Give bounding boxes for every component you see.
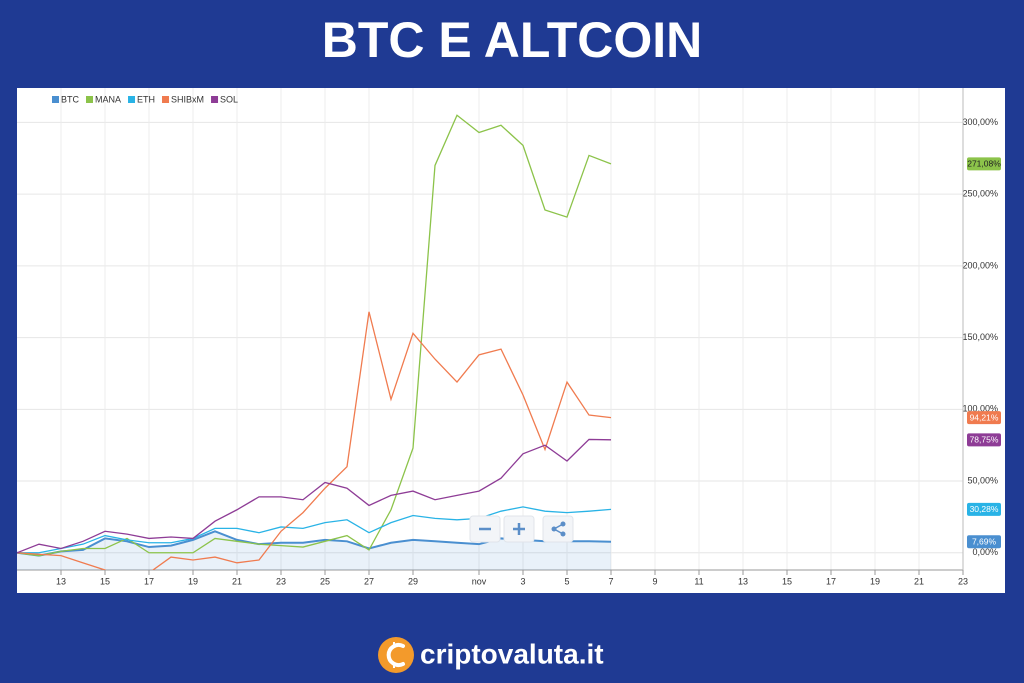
x-tick-label: 21 [914,576,924,586]
x-tick-label: 5 [564,576,569,586]
share-button[interactable] [542,515,574,543]
x-tick-label: 29 [408,576,418,586]
logo-glyph [386,643,405,667]
line [17,506,612,554]
x-tick-label: 15 [782,576,792,586]
x-tick-label: nov [472,576,487,586]
x-tick-label: 17 [144,576,154,586]
line [17,311,612,570]
value-label: 94,21% [970,412,999,422]
line [17,438,612,554]
legend-label: SOL [220,94,238,104]
value-label: 271,08% [967,159,1001,169]
legend-swatch [52,96,59,103]
legend: BTC MANA ETH SHIBxM SOL [52,94,238,104]
zoom-in-button[interactable] [503,515,535,543]
x-tick-label: 27 [364,576,374,586]
legend-label: BTC [61,94,80,104]
y-tick-label: 200,00% [962,260,998,270]
grid [17,88,964,570]
banner-title: BTC E ALTCOIN [322,12,703,68]
y-tick-label: 250,00% [962,189,998,199]
value-label: 78,75% [970,435,999,445]
x-tick-label: 3 [520,576,525,586]
value-label-bg [967,157,1001,171]
legend-label: MANA [95,94,121,104]
brand-name: criptovaluta.it [420,638,604,669]
y-tick-label: 150,00% [962,332,998,342]
legend-label: ETH [137,94,155,104]
legend-label: SHIBxM [171,94,204,104]
x-tick-label: 15 [100,576,110,586]
legend-swatch [162,96,170,103]
value-label-bg [967,433,1001,447]
line [17,114,612,557]
chart: 0,00% 50,00% 100,00% 150,00% 200,00% 250,00% 3… [17,88,1001,586]
x-tick-label: 23 [958,576,968,586]
x-tick-label: 13 [56,576,66,586]
x-tick-label: 25 [320,576,330,586]
legend-swatch [86,96,93,103]
x-tick-label: 19 [870,576,880,586]
value-label: 7,69% [972,537,997,547]
y-tick-label: 0,00% [972,547,998,557]
x-tick-label: 23 [276,576,286,586]
x-tick-label: 11 [694,576,703,586]
value-label: 30,28% [970,504,999,514]
y-tick-label: 100,00% [962,404,998,414]
plot-area [17,114,612,570]
value-label-bg [967,502,1001,516]
legend-swatch [128,96,136,103]
zoom-controls [469,515,574,543]
legend-swatch [211,96,219,103]
y-tick-label: 300,00% [962,117,998,127]
zoom-out-button[interactable] [469,515,501,543]
value-label-bg [967,411,1001,425]
y-tick-label: 50,00% [967,475,998,485]
x-tick-label: 7 [608,576,613,586]
logo-coin [378,637,414,673]
x-tick-label: 17 [826,576,836,586]
brand-logo: criptovaluta.it [378,637,604,673]
value-label-bg [967,535,1001,549]
x-tick-label: 19 [188,576,198,586]
x-tick-label: 21 [232,576,242,586]
x-tick-label: 13 [738,576,748,586]
x-tick-label: 9 [652,576,657,586]
